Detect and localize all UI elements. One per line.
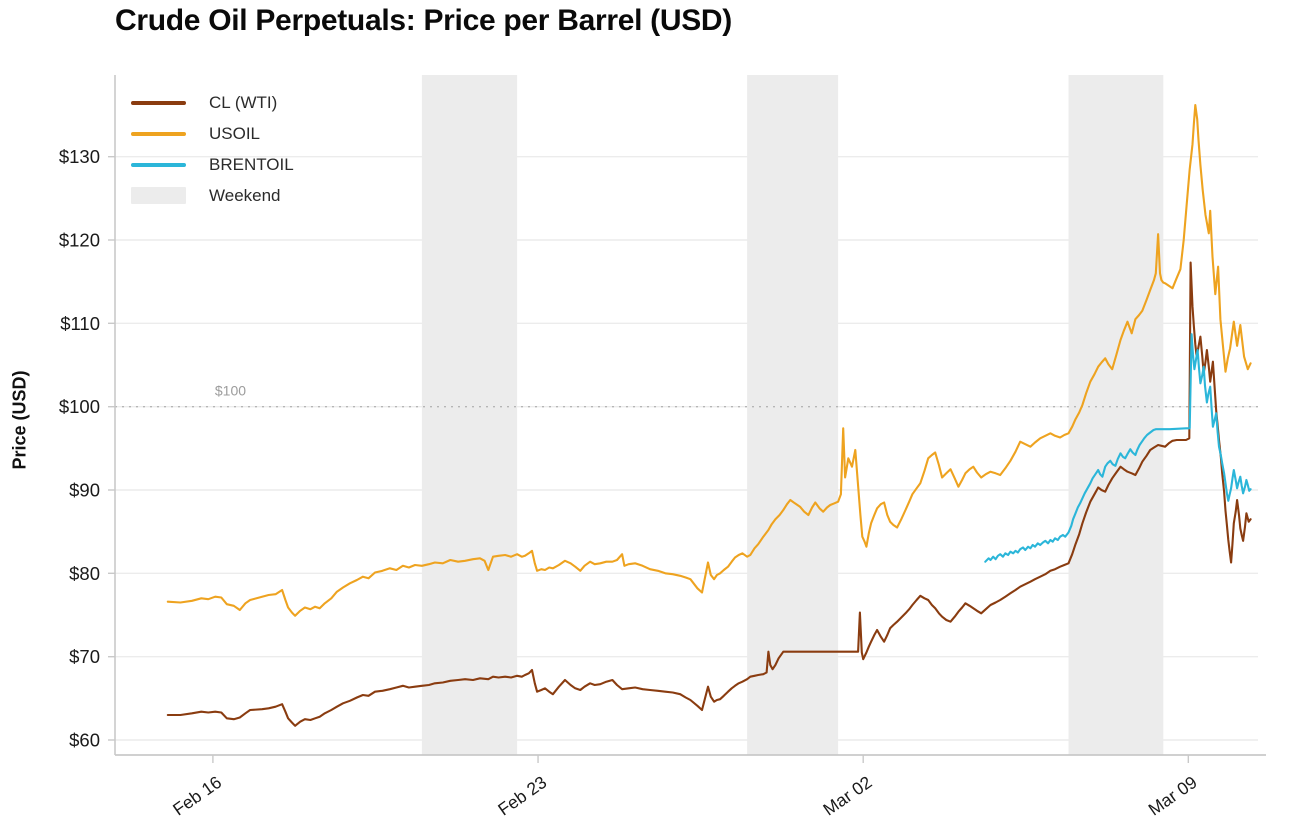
legend-label: USOIL (209, 123, 261, 143)
x-tick-label: Mar 09 (1145, 772, 1201, 820)
y-tick-label: $60 (69, 730, 100, 751)
weekend-band (421, 75, 518, 755)
legend: CL (WTI) USOIL BRENTOIL Weekend (131, 87, 294, 211)
y-tick-label: $80 (69, 563, 100, 584)
x-tick-label: Feb 16 (169, 772, 225, 820)
y-tick-label: $90 (69, 480, 100, 501)
annotation-label-100: $100 (215, 383, 246, 399)
weekend-band (747, 75, 839, 755)
legend-item-cl-wti: CL (WTI) (131, 87, 294, 118)
series-line-brentoil (984, 333, 1252, 563)
chart-title: Crude Oil Perpetuals: Price per Barrel (… (115, 4, 732, 37)
series-line-usoil (166, 103, 1252, 617)
y-tick-label: $130 (59, 146, 100, 167)
y-tick-label: $70 (69, 646, 100, 667)
legend-item-brentoil: BRENTOIL (131, 149, 294, 180)
brentoil-line-swatch-icon (131, 162, 186, 167)
x-tick-label: Mar 02 (819, 772, 875, 820)
legend-label: CL (WTI) (209, 92, 278, 112)
series-line-cl-wti (166, 261, 1252, 727)
y-axis-title: Price (USD) (9, 370, 30, 470)
weekend-patch-swatch-icon (131, 187, 186, 204)
y-tick-label: $100 (59, 396, 100, 417)
weekend-band (1068, 75, 1164, 755)
usoil-line-swatch-icon (131, 131, 186, 136)
y-tick-label: $110 (60, 313, 100, 334)
legend-item-weekend: Weekend (131, 180, 294, 211)
cl-wti-line-swatch-icon (131, 100, 186, 105)
legend-label: Weekend (209, 185, 281, 205)
legend-item-usoil: USOIL (131, 118, 294, 149)
x-tick-label: Feb 23 (494, 772, 550, 820)
legend-label: BRENTOIL (209, 154, 294, 174)
y-tick-label: $120 (59, 230, 100, 251)
